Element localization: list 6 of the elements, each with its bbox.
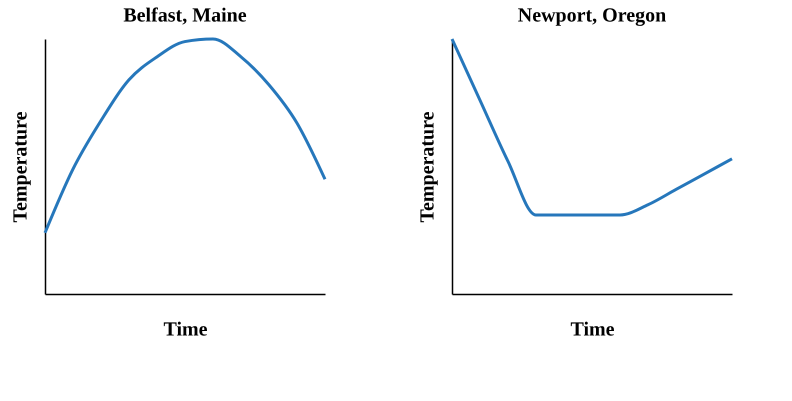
chart-title: Newport, Oregon [518,4,666,26]
chart-title: Belfast, Maine [123,4,247,26]
y-axis-title: Temperature [10,111,32,223]
x-axis-title: Time [163,318,208,340]
x-axis-title: Time [570,318,615,340]
y-axis-title: Temperature [416,111,438,223]
